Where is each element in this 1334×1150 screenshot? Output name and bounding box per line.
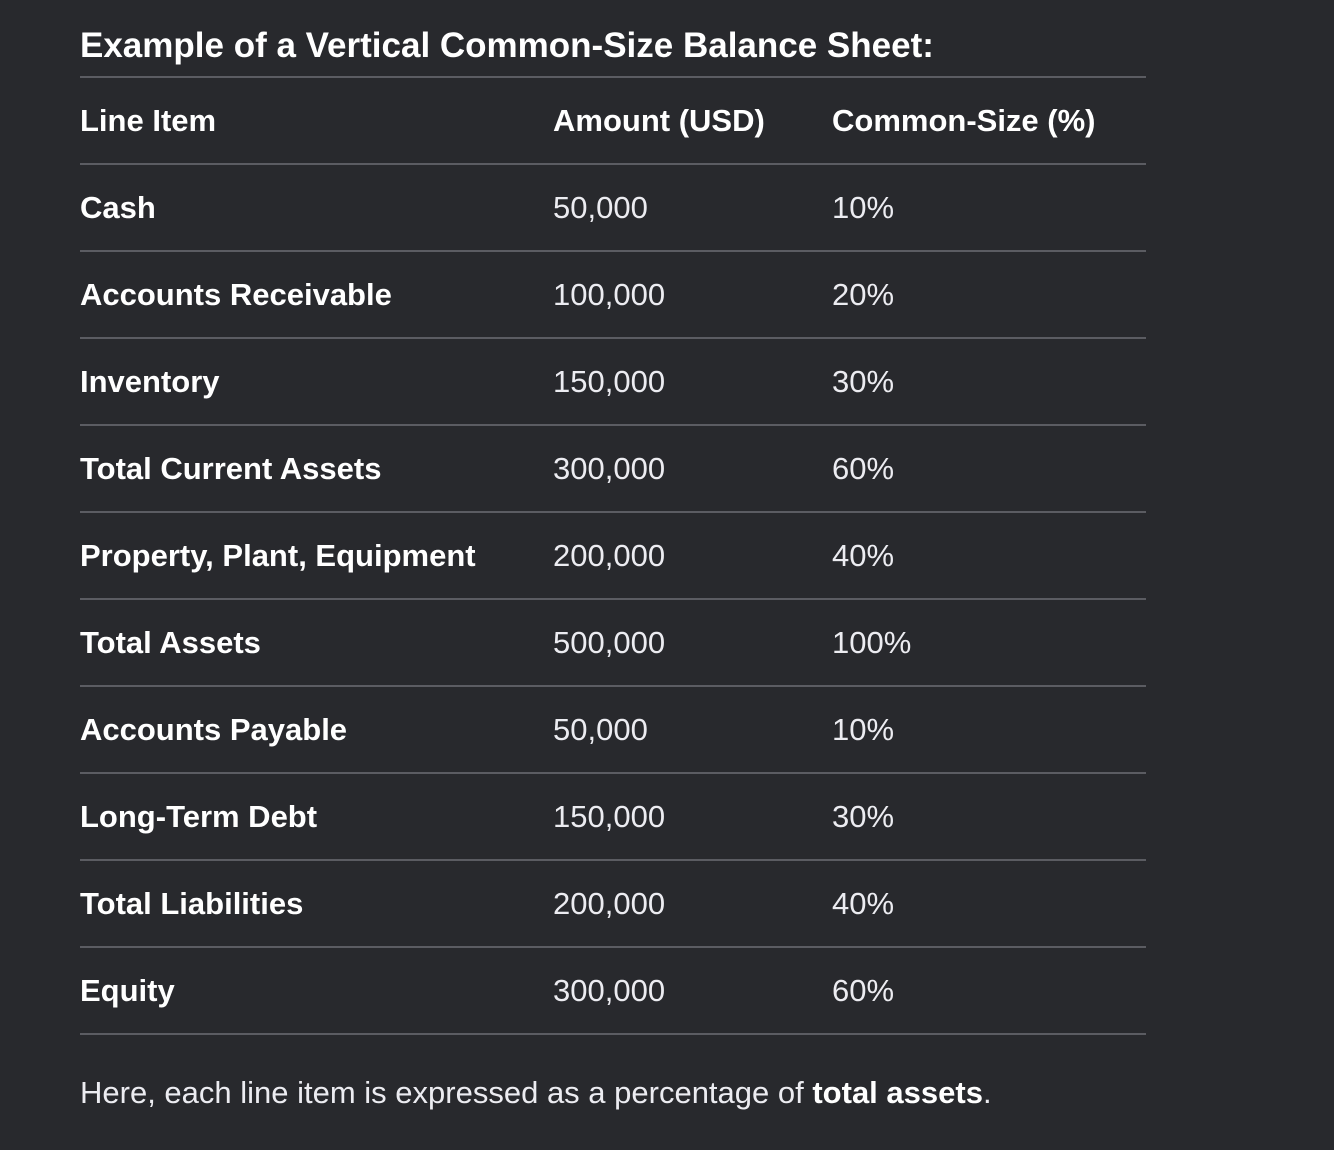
table-row: Accounts Receivable 100,000 20% (80, 251, 1146, 339)
percent-cell: 10% (832, 686, 1146, 774)
table-header-row: Line Item Amount (USD) Common-Size (%) (80, 77, 1146, 165)
line-item-cell: Accounts Receivable (80, 251, 553, 339)
table-row: Total Assets 500,000 100% (80, 599, 1146, 687)
amount-cell: 500,000 (553, 599, 832, 687)
table-row: Cash 50,000 10% (80, 164, 1146, 252)
percent-cell: 40% (832, 512, 1146, 600)
table-row: Total Liabilities 200,000 40% (80, 860, 1146, 948)
amount-cell: 300,000 (553, 425, 832, 513)
percent-cell: 30% (832, 773, 1146, 861)
line-item-cell: Total Current Assets (80, 425, 553, 513)
amount-cell: 200,000 (553, 512, 832, 600)
table-row: Equity 300,000 60% (80, 947, 1146, 1035)
amount-cell: 300,000 (553, 947, 832, 1035)
section-heading: Example of a Vertical Common-Size Balanc… (80, 26, 934, 65)
percent-cell: 10% (832, 164, 1146, 252)
amount-cell: 150,000 (553, 773, 832, 861)
column-header-common-size: Common-Size (%) (832, 77, 1146, 165)
table-row: Inventory 150,000 30% (80, 338, 1146, 426)
amount-cell: 200,000 (553, 860, 832, 948)
line-item-cell: Total Assets (80, 599, 553, 687)
percent-cell: 100% (832, 599, 1146, 687)
note-end: . (982, 1075, 992, 1110)
content: Example of a Vertical Common-Size Balanc… (80, 0, 1146, 1113)
amount-cell: 150,000 (553, 338, 832, 426)
table-row: Property, Plant, Equipment 200,000 40% (80, 512, 1146, 600)
note-emphasis: total assets (812, 1075, 983, 1110)
percent-cell: 60% (832, 947, 1146, 1035)
note-text: Here, each line item is expressed as a p… (80, 1075, 813, 1110)
table-row: Long-Term Debt 150,000 30% (80, 773, 1146, 861)
table-row: Accounts Payable 50,000 10% (80, 686, 1146, 774)
line-item-cell: Long-Term Debt (80, 773, 553, 861)
line-item-cell: Cash (80, 164, 553, 252)
percent-cell: 20% (832, 251, 1146, 339)
explanation-note: Here, each line item is expressed as a p… (80, 1035, 1146, 1113)
column-header-line-item: Line Item (80, 77, 553, 165)
amount-cell: 100,000 (553, 251, 832, 339)
table-row: Total Current Assets 300,000 60% (80, 425, 1146, 513)
line-item-cell: Accounts Payable (80, 686, 553, 774)
column-header-amount: Amount (USD) (553, 77, 832, 165)
line-item-cell: Total Liabilities (80, 860, 553, 948)
amount-cell: 50,000 (553, 164, 832, 252)
line-item-cell: Inventory (80, 338, 553, 426)
amount-cell: 50,000 (553, 686, 832, 774)
line-item-cell: Equity (80, 947, 553, 1035)
percent-cell: 30% (832, 338, 1146, 426)
balance-sheet-table: Line Item Amount (USD) Common-Size (%) C… (80, 76, 1146, 1035)
percent-cell: 40% (832, 860, 1146, 948)
percent-cell: 60% (832, 425, 1146, 513)
line-item-cell: Property, Plant, Equipment (80, 512, 553, 600)
